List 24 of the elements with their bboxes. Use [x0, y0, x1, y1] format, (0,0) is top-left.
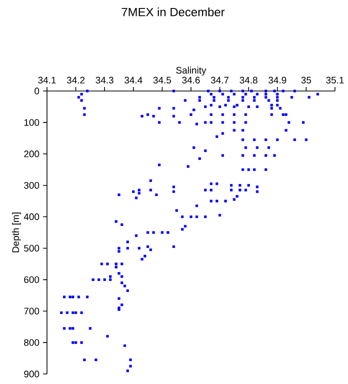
x-tick-label: 34.9	[268, 76, 286, 84]
y-tick-label: 700	[24, 308, 40, 314]
y-tick-label: 500	[24, 244, 40, 252]
x-tick-label: 34.3	[96, 76, 114, 84]
x-tick-label: 35	[302, 76, 312, 84]
y-tick-label: 0	[34, 88, 40, 94]
x-tick-label: 34.8	[240, 76, 258, 84]
x-axis-title: Salinity	[176, 66, 206, 76]
y-tick-label: 900	[24, 370, 40, 378]
chart-title: 7MEX in December	[122, 8, 225, 16]
x-tick-label: 35.1	[326, 76, 344, 84]
x-tick-label: 34.1	[38, 76, 56, 84]
y-tick-label: 100	[24, 119, 40, 126]
y-tick-label: 400	[24, 213, 40, 220]
y-tick-label: 200	[24, 150, 40, 158]
x-tick-label: 34.7	[211, 76, 229, 84]
y-tick-label: 300	[24, 182, 40, 189]
x-tick-label: 34.6	[182, 76, 200, 84]
x-tick-label: 34.2	[67, 76, 85, 84]
y-tick-label: 600	[24, 276, 40, 284]
y-axis-title: Depth [m]	[12, 212, 22, 252]
x-tick-label: 34.5	[154, 76, 172, 84]
x-tick-label: 34.4	[124, 76, 143, 84]
y-tick-label: 800	[24, 339, 40, 346]
